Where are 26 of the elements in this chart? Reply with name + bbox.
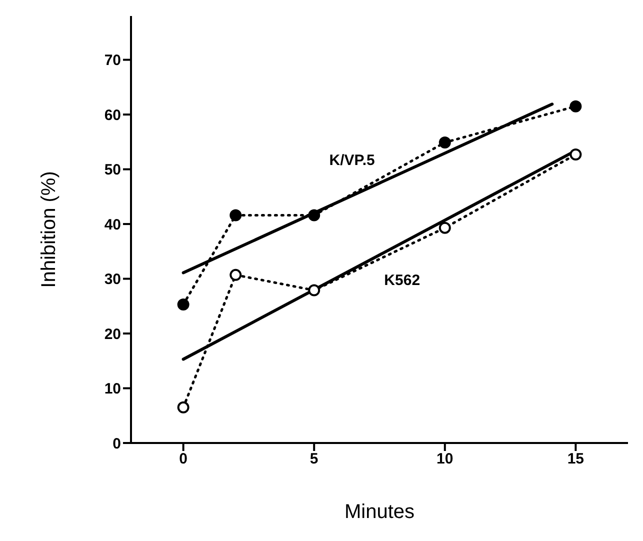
y-tick-label: 10	[104, 380, 121, 398]
x-tick-label: 15	[567, 450, 584, 468]
point	[570, 100, 582, 112]
point	[570, 148, 582, 160]
point	[308, 284, 320, 296]
y-tick-label: 40	[104, 216, 121, 234]
point	[177, 298, 190, 310]
x-axis-title: Minutes	[344, 501, 415, 523]
point	[230, 209, 242, 222]
series-label: K/VP.5	[329, 152, 375, 169]
y-tick-label: 70	[104, 52, 121, 70]
x-tick-label: 0	[179, 450, 188, 468]
y-axis-title: Inhibition (%)	[38, 171, 60, 288]
y-tick-label: 30	[104, 271, 121, 288]
point	[438, 136, 451, 148]
point	[230, 268, 242, 281]
y-tick-label: 20	[104, 326, 121, 343]
point	[177, 401, 190, 414]
x-tick-label: 10	[436, 450, 454, 468]
y-tick-label: 0	[112, 435, 121, 452]
point	[438, 222, 451, 234]
point	[308, 209, 320, 222]
series-label: K562	[384, 272, 420, 289]
y-tick-label: 60	[104, 106, 121, 124]
y-tick-label: 50	[104, 162, 121, 179]
x-tick-label: 5	[310, 450, 318, 468]
